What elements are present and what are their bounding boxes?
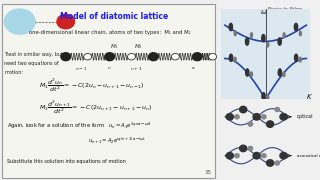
Circle shape bbox=[105, 53, 115, 61]
Circle shape bbox=[226, 114, 233, 120]
Circle shape bbox=[262, 93, 265, 100]
Text: Model of diatomic lattice: Model of diatomic lattice bbox=[60, 12, 168, 21]
Text: $a$: $a$ bbox=[191, 65, 195, 71]
FancyBboxPatch shape bbox=[221, 9, 310, 99]
Circle shape bbox=[84, 53, 92, 60]
Circle shape bbox=[240, 106, 247, 113]
Text: Treat in similar way, but: Treat in similar way, but bbox=[4, 51, 63, 57]
Circle shape bbox=[261, 115, 266, 119]
Text: $M_2 \dfrac{d^2u_{n+1}}{dt^2} = -C(2u_{n+1} - u_{n+2} - u_n)$: $M_2 \dfrac{d^2u_{n+1}}{dt^2} = -C(2u_{n… bbox=[39, 100, 153, 116]
Circle shape bbox=[235, 115, 239, 119]
Text: $n$: $n$ bbox=[107, 65, 112, 71]
Text: Physics by Ehlam: Physics by Ehlam bbox=[268, 7, 302, 11]
Circle shape bbox=[192, 53, 202, 61]
Text: $M_2$: $M_2$ bbox=[134, 42, 142, 51]
Circle shape bbox=[128, 53, 135, 60]
Circle shape bbox=[267, 96, 269, 100]
Circle shape bbox=[262, 35, 265, 42]
Circle shape bbox=[61, 53, 71, 61]
Text: optical: optical bbox=[297, 114, 314, 119]
Text: $M_1 \dfrac{d^2u_n}{dt^2} = -C(2u_n - u_{n+1} - u_{n-1})$: $M_1 \dfrac{d^2u_n}{dt^2} = -C(2u_n - u_… bbox=[39, 78, 145, 95]
Circle shape bbox=[235, 154, 239, 158]
Circle shape bbox=[245, 38, 249, 45]
Circle shape bbox=[148, 53, 158, 61]
Circle shape bbox=[280, 152, 287, 159]
Circle shape bbox=[248, 122, 252, 126]
Circle shape bbox=[267, 160, 274, 166]
Text: $n+1$: $n+1$ bbox=[130, 65, 142, 72]
Circle shape bbox=[246, 69, 249, 76]
Circle shape bbox=[267, 121, 274, 127]
Text: acoustical mode: acoustical mode bbox=[297, 154, 320, 158]
Circle shape bbox=[229, 23, 232, 31]
Circle shape bbox=[280, 114, 287, 120]
Text: $n-1$: $n-1$ bbox=[75, 65, 87, 72]
Circle shape bbox=[251, 33, 252, 37]
Circle shape bbox=[4, 9, 35, 34]
Circle shape bbox=[226, 152, 233, 159]
Circle shape bbox=[278, 38, 281, 45]
Circle shape bbox=[278, 69, 282, 76]
Text: $M_1$: $M_1$ bbox=[109, 42, 118, 51]
Circle shape bbox=[253, 114, 260, 120]
Circle shape bbox=[267, 42, 269, 47]
Circle shape bbox=[275, 107, 279, 112]
Circle shape bbox=[172, 53, 179, 60]
Circle shape bbox=[229, 54, 233, 61]
Circle shape bbox=[57, 14, 75, 29]
Circle shape bbox=[209, 53, 217, 60]
Text: Again, look for a solution of the form   $u_n = A_1 e^{i(qna-\omega t)}$: Again, look for a solution of the form $… bbox=[7, 121, 151, 131]
Text: $\omega$: $\omega$ bbox=[260, 8, 267, 16]
Circle shape bbox=[248, 146, 252, 150]
Text: need two equations of: need two equations of bbox=[4, 60, 59, 66]
Text: $u_{n+1} = A_2 e^{iq(n+1)a - i\omega t}$: $u_{n+1} = A_2 e^{iq(n+1)a - i\omega t}$ bbox=[88, 135, 146, 145]
Circle shape bbox=[275, 161, 279, 165]
Circle shape bbox=[283, 72, 285, 77]
Circle shape bbox=[250, 72, 252, 77]
Circle shape bbox=[234, 57, 236, 62]
Text: motion:: motion: bbox=[4, 69, 23, 75]
Circle shape bbox=[294, 23, 298, 31]
Circle shape bbox=[261, 154, 266, 158]
Circle shape bbox=[294, 54, 298, 61]
Circle shape bbox=[283, 33, 285, 37]
Text: 35: 35 bbox=[205, 170, 212, 175]
Text: one-dimensional linear chain, atoms of two types:  M₁ and M₂: one-dimensional linear chain, atoms of t… bbox=[29, 30, 190, 35]
Circle shape bbox=[299, 31, 301, 36]
Circle shape bbox=[299, 57, 301, 62]
Circle shape bbox=[240, 145, 247, 152]
Circle shape bbox=[253, 152, 260, 159]
FancyBboxPatch shape bbox=[2, 4, 215, 178]
Text: $K$: $K$ bbox=[306, 92, 313, 101]
Text: Substitute this solution into equations of motion: Substitute this solution into equations … bbox=[7, 159, 125, 165]
Circle shape bbox=[234, 31, 236, 36]
